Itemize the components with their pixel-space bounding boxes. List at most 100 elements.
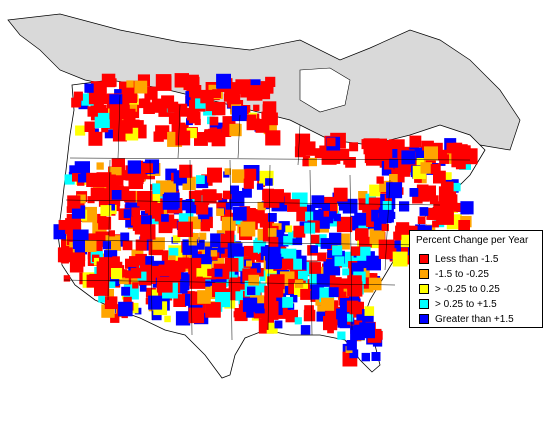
trend-cell xyxy=(446,142,458,154)
trend-cell xyxy=(369,184,382,197)
trend-cell xyxy=(63,251,72,260)
trend-cell xyxy=(99,108,109,118)
trend-cell xyxy=(188,257,202,271)
trend-cell xyxy=(291,234,303,246)
trend-cell xyxy=(325,311,339,326)
trend-cell xyxy=(298,270,308,281)
trend-cell xyxy=(305,211,316,222)
legend-label: Greater than +1.5 xyxy=(435,313,514,325)
trend-cell xyxy=(268,213,277,222)
trend-cell xyxy=(123,297,131,306)
trend-cell xyxy=(294,317,302,325)
trend-cell xyxy=(100,205,112,217)
trend-cell xyxy=(75,125,86,136)
trend-cell xyxy=(230,185,239,195)
trend-cell xyxy=(164,192,180,209)
trend-cell xyxy=(310,245,318,253)
trend-cell xyxy=(101,94,112,104)
trend-cell xyxy=(70,252,86,267)
trend-cell xyxy=(332,245,343,256)
trend-cell xyxy=(169,255,176,263)
trend-cell xyxy=(336,308,347,320)
water-region xyxy=(299,67,351,113)
trend-cell xyxy=(156,276,173,293)
trend-cell xyxy=(399,201,410,212)
trend-cell xyxy=(140,224,156,240)
trend-cell xyxy=(197,290,211,304)
trend-cell xyxy=(216,73,231,89)
trend-cell xyxy=(267,276,276,286)
trend-cell xyxy=(229,123,242,137)
trend-cell xyxy=(123,108,136,121)
trend-cell xyxy=(282,296,294,308)
trend-cell xyxy=(328,287,339,298)
trend-cell xyxy=(389,174,398,183)
trend-cell xyxy=(364,306,375,316)
trend-cell xyxy=(188,307,205,324)
trend-cell xyxy=(196,175,205,184)
trend-cell xyxy=(326,137,336,147)
trend-cell xyxy=(385,248,397,260)
trend-cell xyxy=(168,247,179,258)
trend-cell xyxy=(160,180,177,197)
trend-cell xyxy=(135,253,147,266)
trend-cell xyxy=(111,190,122,200)
trend-cell xyxy=(264,296,277,309)
trend-cell xyxy=(127,160,141,174)
trend-cell xyxy=(84,121,95,132)
trend-cell xyxy=(72,173,81,182)
trend-cell xyxy=(310,290,320,300)
trend-cell xyxy=(300,325,311,335)
trend-cell xyxy=(368,251,375,258)
trend-cell xyxy=(109,104,125,120)
trend-cell xyxy=(94,112,110,128)
trend-cell xyxy=(119,274,129,285)
trend-cell xyxy=(246,118,258,131)
trend-cell xyxy=(359,236,371,249)
trend-cell xyxy=(381,223,389,232)
trend-cell xyxy=(460,201,474,215)
trend-cell xyxy=(453,142,463,152)
trend-cell xyxy=(120,232,130,242)
trend-cell xyxy=(371,273,378,280)
trend-cell xyxy=(121,286,131,296)
trend-cell xyxy=(204,280,211,287)
trend-cell xyxy=(426,208,438,220)
trend-cell xyxy=(350,246,361,256)
legend-item: Less than -1.5 xyxy=(419,253,498,265)
trend-cell xyxy=(452,182,461,192)
trend-cell xyxy=(210,250,218,257)
trend-cell xyxy=(382,201,392,210)
trend-cell xyxy=(343,312,354,322)
trend-cell xyxy=(368,277,382,291)
trend-cell xyxy=(217,258,225,265)
trend-cell xyxy=(119,81,127,89)
trend-cell xyxy=(401,150,416,165)
trend-cell xyxy=(361,352,370,362)
trend-cell xyxy=(207,101,214,108)
trend-cell xyxy=(200,89,214,104)
trend-cell xyxy=(345,157,356,168)
trend-cell xyxy=(122,240,133,251)
trend-cell xyxy=(158,264,171,277)
legend-item: Greater than +1.5 xyxy=(419,313,514,325)
trend-cell xyxy=(168,112,181,125)
trend-cell xyxy=(97,213,107,224)
trend-cell xyxy=(256,283,266,293)
trend-cell xyxy=(416,158,424,166)
trend-cell xyxy=(379,180,391,193)
trend-cell xyxy=(124,190,136,203)
trend-cell xyxy=(322,202,330,211)
trend-cell xyxy=(223,190,232,200)
trend-cell xyxy=(257,86,271,100)
legend-swatch-red xyxy=(419,254,429,264)
trend-cell xyxy=(316,273,330,287)
trend-cell xyxy=(337,331,346,340)
trend-cell xyxy=(235,79,251,95)
trend-cell xyxy=(98,295,105,303)
trend-cell xyxy=(231,169,246,183)
trend-cell xyxy=(327,250,336,259)
trend-cell xyxy=(171,119,178,126)
legend-swatch-orange xyxy=(419,269,429,279)
